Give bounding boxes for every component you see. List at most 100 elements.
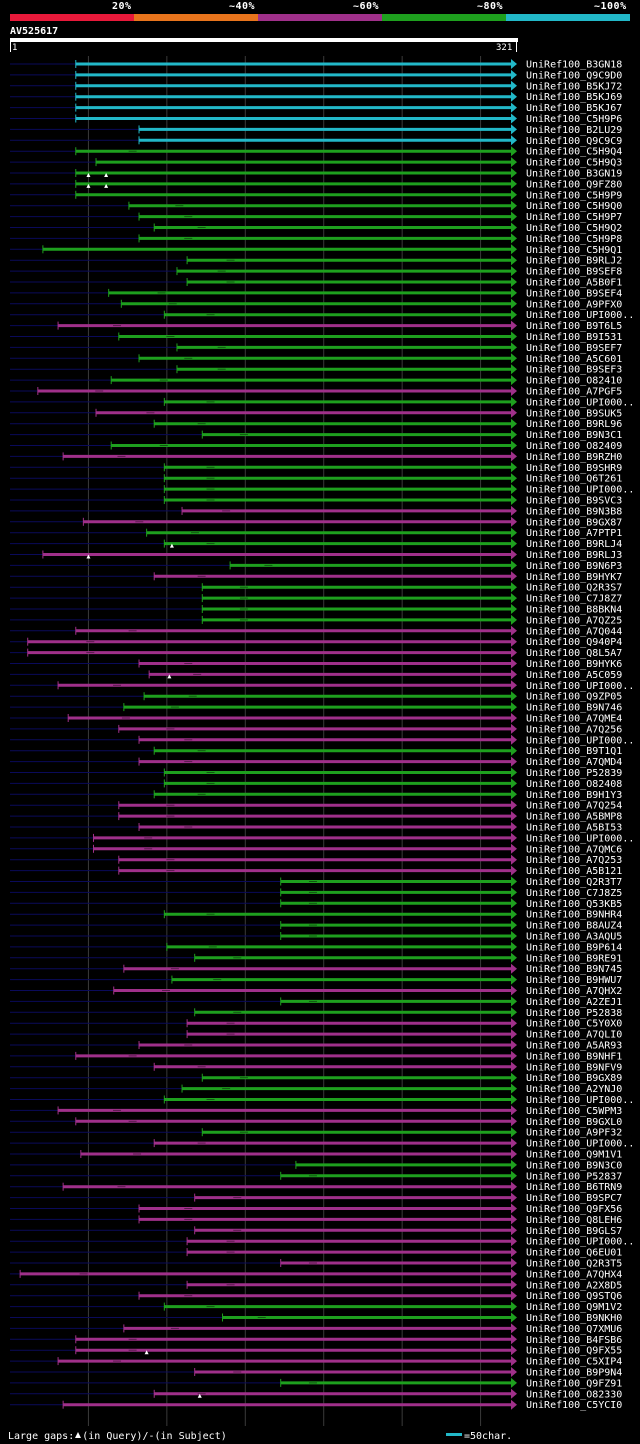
hit-row[interactable]: UniRef100_A7Q253 bbox=[10, 854, 622, 867]
hit-row[interactable]: UniRef100_B5KJ67 bbox=[10, 102, 622, 115]
hit-row[interactable]: UniRef100_Q53KB5 bbox=[10, 898, 622, 910]
hit-row[interactable]: UniRef100_C5H9P6 bbox=[10, 113, 622, 126]
hit-label[interactable]: UniRef100_Q9FX55 bbox=[526, 1346, 622, 1357]
hit-row[interactable]: UniRef100_B9NKH0 bbox=[10, 1312, 622, 1325]
hit-row[interactable]: UniRef100_O82330 bbox=[10, 1388, 622, 1401]
hit-row[interactable]: UniRef100_UPI000.. bbox=[10, 309, 634, 322]
hit-row[interactable]: UniRef100_B9N3B8 bbox=[10, 505, 622, 518]
hit-label[interactable]: UniRef100_A2ZEJ1 bbox=[526, 997, 622, 1008]
hit-row[interactable]: UniRef100_B5KJ72 bbox=[10, 80, 622, 93]
hit-row[interactable]: UniRef100_B6TRN9 bbox=[10, 1181, 622, 1194]
hit-label[interactable]: UniRef100_B8AUZ4 bbox=[526, 921, 622, 932]
hit-label[interactable]: UniRef100_B9RLJ2 bbox=[526, 256, 622, 267]
hit-label[interactable]: UniRef100_B9N745 bbox=[526, 964, 622, 975]
hit-label[interactable]: UniRef100_Q940P4 bbox=[526, 637, 622, 648]
hit-label[interactable]: UniRef100_UPI000.. bbox=[526, 1095, 634, 1106]
hit-row[interactable]: UniRef100_C5H9Q4 bbox=[10, 146, 622, 158]
hit-row[interactable]: UniRef100_B9RL96 bbox=[10, 418, 622, 431]
hit-row[interactable]: UniRef100_A7QMD4 bbox=[10, 756, 622, 769]
hit-label[interactable]: UniRef100_Q6EU01 bbox=[526, 1248, 622, 1259]
hit-row[interactable]: UniRef100_P52837 bbox=[10, 1170, 622, 1183]
hit-row[interactable]: UniRef100_B9T6L5 bbox=[10, 320, 622, 333]
hit-label[interactable]: UniRef100_B9N6P3 bbox=[526, 561, 622, 572]
hit-row[interactable]: UniRef100_O82408 bbox=[10, 778, 622, 790]
hit-row[interactable]: UniRef100_O82409 bbox=[10, 440, 622, 453]
hit-label[interactable]: UniRef100_B9HYK7 bbox=[526, 572, 622, 583]
hit-row[interactable]: UniRef100_B9RLJ3 bbox=[10, 549, 622, 562]
hit-row[interactable]: UniRef100_Q940P4 bbox=[10, 636, 622, 649]
hit-row[interactable]: UniRef100_UPI000.. bbox=[10, 832, 634, 845]
hit-row[interactable]: UniRef100_B9SUK5 bbox=[10, 407, 622, 420]
hit-row[interactable]: UniRef100_Q9M1V2 bbox=[10, 1301, 622, 1314]
hit-label[interactable]: UniRef100_C5H9P7 bbox=[526, 212, 622, 223]
hit-label[interactable]: UniRef100_B9N746 bbox=[526, 703, 622, 714]
hit-row[interactable]: UniRef100_C5H9P9 bbox=[10, 189, 622, 202]
hit-label[interactable]: UniRef100_A7Q044 bbox=[526, 626, 622, 637]
hit-label[interactable]: UniRef100_UPI000.. bbox=[526, 1139, 634, 1150]
hit-label[interactable]: UniRef100_Q2R3T5 bbox=[526, 1259, 622, 1270]
hit-row[interactable]: UniRef100_Q9C9C9 bbox=[10, 135, 622, 147]
hit-row[interactable]: UniRef100_Q9FX56 bbox=[10, 1203, 622, 1216]
hit-label[interactable]: UniRef100_B4FSB6 bbox=[526, 1335, 622, 1346]
hit-label[interactable]: UniRef100_A9PFX0 bbox=[526, 299, 622, 310]
hit-label[interactable]: UniRef100_C5XIP4 bbox=[526, 1357, 622, 1368]
hit-label[interactable]: UniRef100_B9P614 bbox=[526, 942, 622, 953]
hit-row[interactable]: UniRef100_B9H1Y3 bbox=[10, 789, 622, 801]
hit-label[interactable]: UniRef100_A5BMP8 bbox=[526, 812, 622, 823]
hit-row[interactable]: UniRef100_B9N3C0 bbox=[10, 1159, 622, 1172]
hit-row[interactable]: UniRef100_B8BKN4 bbox=[10, 604, 622, 616]
hit-label[interactable]: UniRef100_B9GX89 bbox=[526, 1073, 622, 1084]
hit-label[interactable]: UniRef100_B9T6L5 bbox=[526, 321, 622, 332]
hit-label[interactable]: UniRef100_A7QMC6 bbox=[526, 844, 622, 855]
hit-row[interactable]: UniRef100_Q8L5A7 bbox=[10, 647, 622, 660]
hit-row[interactable]: UniRef100_B9N6P3 bbox=[10, 560, 622, 572]
hit-row[interactable]: UniRef100_A5C059 bbox=[10, 669, 622, 681]
hit-row[interactable]: UniRef100_C5H9P7 bbox=[10, 211, 622, 224]
hit-label[interactable]: UniRef100_B9SEF4 bbox=[526, 288, 622, 299]
hit-label[interactable]: UniRef100_A7QZ25 bbox=[526, 615, 622, 626]
hit-label[interactable]: UniRef100_B8BKN4 bbox=[526, 605, 622, 616]
hit-label[interactable]: UniRef100_B9H1Y3 bbox=[526, 790, 622, 801]
hit-label[interactable]: UniRef100_Q9FZ91 bbox=[526, 1378, 622, 1389]
hit-label[interactable]: UniRef100_O82410 bbox=[526, 376, 622, 387]
hit-label[interactable]: UniRef100_B9NKH0 bbox=[526, 1313, 622, 1324]
hit-label[interactable]: UniRef100_A5BI53 bbox=[526, 823, 622, 834]
hit-row[interactable]: UniRef100_B2LU29 bbox=[10, 124, 622, 136]
hit-label[interactable]: UniRef100_A5B121 bbox=[526, 866, 622, 877]
hit-label[interactable]: UniRef100_B9HWU7 bbox=[526, 975, 622, 986]
hit-label[interactable]: UniRef100_Q9STQ6 bbox=[526, 1291, 622, 1302]
hit-row[interactable]: UniRef100_Q9M1V1 bbox=[10, 1149, 622, 1161]
hit-row[interactable]: UniRef100_A3AQU5 bbox=[10, 931, 622, 943]
hit-label[interactable]: UniRef100_C5YCI0 bbox=[526, 1400, 622, 1411]
hit-label[interactable]: UniRef100_B9I531 bbox=[526, 332, 622, 343]
hit-label[interactable]: UniRef100_C5Y0X0 bbox=[526, 1019, 622, 1030]
hit-row[interactable]: UniRef100_A7Q044 bbox=[10, 625, 622, 638]
hit-label[interactable]: UniRef100_B9RE91 bbox=[526, 953, 622, 964]
hit-row[interactable]: UniRef100_B9SEF3 bbox=[10, 364, 622, 376]
hit-label[interactable]: UniRef100_UPI000.. bbox=[526, 833, 634, 844]
hit-row[interactable]: UniRef100_B9HYK6 bbox=[10, 658, 622, 671]
hit-label[interactable]: UniRef100_B2LU29 bbox=[526, 125, 622, 136]
hit-row[interactable]: UniRef100_B9GXL0 bbox=[10, 1116, 622, 1128]
hit-label[interactable]: UniRef100_A7QLI0 bbox=[526, 1030, 622, 1041]
hit-row[interactable]: UniRef100_B5KJ69 bbox=[10, 91, 622, 104]
hit-row[interactable]: UniRef100_UPI000.. bbox=[10, 680, 634, 692]
hit-label[interactable]: UniRef100_UPI000.. bbox=[526, 310, 634, 321]
hit-row[interactable]: UniRef100_B9GX89 bbox=[10, 1072, 622, 1085]
hit-label[interactable]: UniRef100_Q6T261 bbox=[526, 474, 622, 485]
hit-row[interactable]: UniRef100_C5YCI0 bbox=[10, 1399, 622, 1412]
hit-row[interactable]: UniRef100_Q7XMU6 bbox=[10, 1323, 622, 1335]
hit-label[interactable]: UniRef100_A7Q256 bbox=[526, 724, 622, 735]
hit-label[interactable]: UniRef100_C5H9Q4 bbox=[526, 147, 622, 158]
hit-label[interactable]: UniRef100_Q9ZP05 bbox=[526, 692, 622, 703]
hit-row[interactable]: UniRef100_Q2R3T5 bbox=[10, 1258, 622, 1270]
hit-row[interactable]: UniRef100_A7QHX2 bbox=[10, 985, 622, 998]
hit-label[interactable]: UniRef100_C5H9P8 bbox=[526, 234, 622, 245]
hit-row[interactable]: UniRef100_C5H9Q1 bbox=[10, 244, 622, 256]
hit-label[interactable]: UniRef100_UPI000.. bbox=[526, 397, 634, 408]
hit-label[interactable]: UniRef100_Q9C9D0 bbox=[526, 70, 622, 81]
hit-label[interactable]: UniRef100_B9SHR9 bbox=[526, 463, 622, 474]
hit-row[interactable]: UniRef100_A7QME4 bbox=[10, 713, 622, 725]
hit-row[interactable]: UniRef100_C5WPM3 bbox=[10, 1105, 622, 1117]
hit-row[interactable]: UniRef100_B9SEF4 bbox=[10, 287, 622, 300]
